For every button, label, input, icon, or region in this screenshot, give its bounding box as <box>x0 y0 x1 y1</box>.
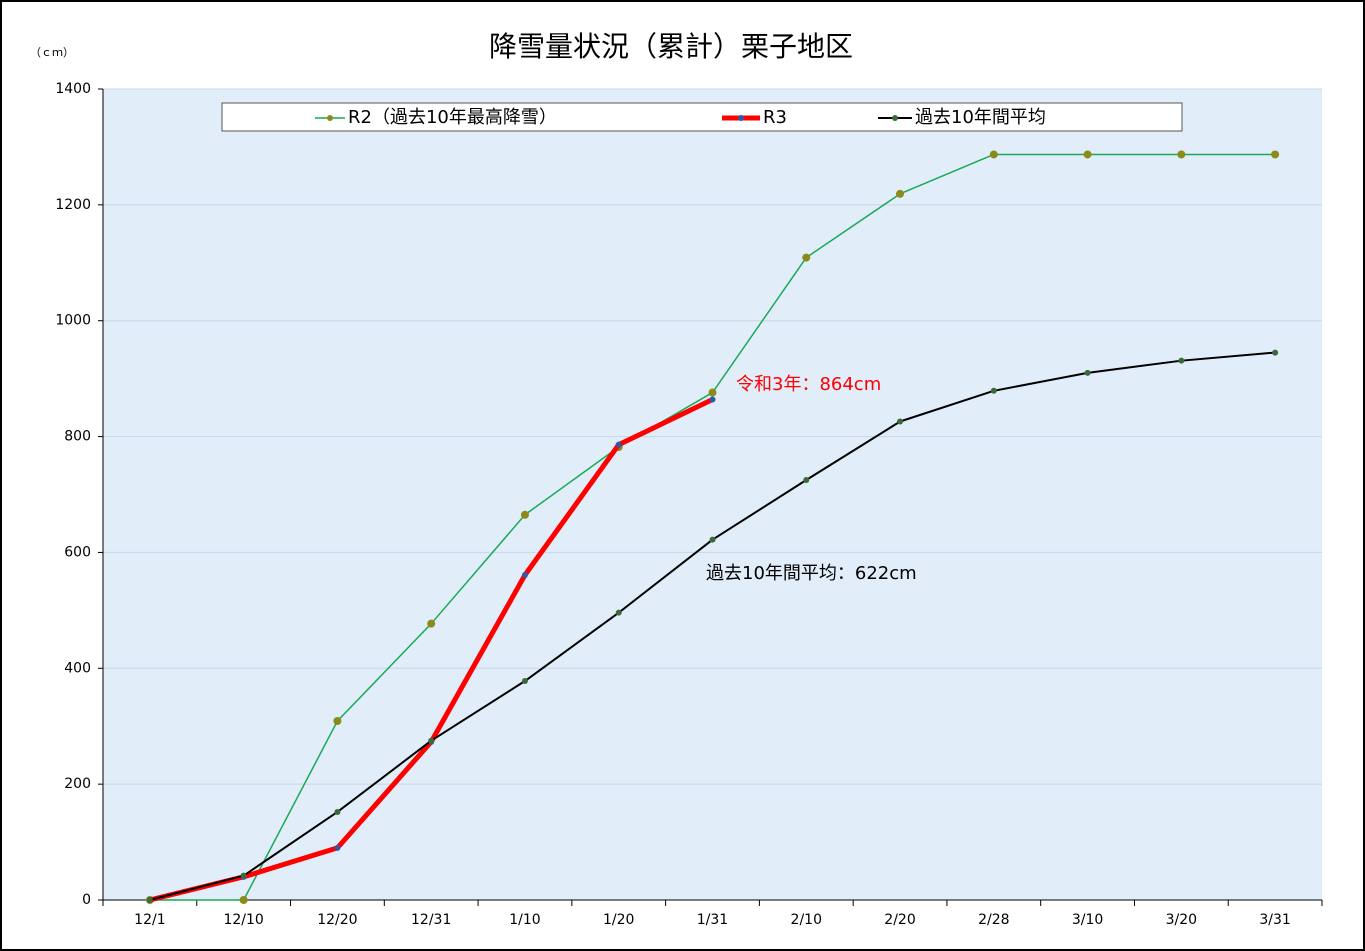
x-tick-label: 1/10 <box>509 912 540 928</box>
legend-label: 過去10年間平均 <box>915 107 1046 128</box>
x-tick-label: 12/31 <box>411 912 451 928</box>
annotation: 過去10年間平均：622cm <box>706 563 917 584</box>
y-tick-label: 600 <box>64 544 91 560</box>
point <box>428 737 435 744</box>
x-tick-label: 1/20 <box>603 912 634 928</box>
x-tick-label: 2/28 <box>978 912 1009 928</box>
point <box>146 897 153 903</box>
x-tick-label: 12/20 <box>317 912 357 928</box>
legend-label: R3 <box>763 107 787 128</box>
y-tick-label: 0 <box>82 892 91 908</box>
point <box>990 387 997 394</box>
x-tick-label: 12/1 <box>134 912 165 928</box>
point <box>802 253 811 262</box>
legend-box <box>221 102 1183 132</box>
y-tick-label: 400 <box>64 660 91 676</box>
point <box>1177 150 1186 159</box>
x-tick-label: 2/10 <box>791 912 822 928</box>
x-tick-label: 12/10 <box>223 912 263 928</box>
point <box>989 150 998 159</box>
point <box>334 844 341 851</box>
point <box>1271 150 1280 159</box>
x-tick-label: 3/10 <box>1072 912 1103 928</box>
point <box>333 717 342 726</box>
y-tick-label: 1200 <box>55 197 91 213</box>
chart-title: 降雪量状況（累計）栗子地区 <box>489 30 853 63</box>
point <box>427 619 436 628</box>
legend-label: R2（過去10年最高降雪） <box>348 107 557 128</box>
point <box>334 808 341 815</box>
y-axis-unit: （ｃｍ） <box>30 46 74 59</box>
x-tick-label: 2/20 <box>884 912 915 928</box>
point <box>897 418 904 425</box>
y-tick-label: 800 <box>64 429 91 445</box>
y-tick-label: 1000 <box>55 313 91 329</box>
x-tick-label: 3/20 <box>1166 912 1197 928</box>
point <box>1083 150 1092 159</box>
point <box>240 872 247 879</box>
legend-marker <box>738 115 744 121</box>
y-tick-label: 200 <box>64 776 91 792</box>
x-tick-label: 1/31 <box>697 912 728 928</box>
point <box>521 572 528 579</box>
point <box>1272 349 1279 356</box>
point <box>1084 369 1091 376</box>
point <box>708 388 717 397</box>
point <box>615 441 622 448</box>
point <box>521 678 528 685</box>
point <box>709 536 716 543</box>
annotation: 令和3年：864cm <box>736 374 881 395</box>
legend-marker <box>327 115 333 121</box>
x-tick-label: 3/31 <box>1259 912 1290 928</box>
plot-area <box>103 89 1322 900</box>
legend-marker <box>892 115 898 121</box>
point <box>709 396 716 403</box>
legend: R2（過去10年最高降雪） R3 過去10年間平均 <box>221 102 1183 132</box>
point <box>615 609 622 616</box>
point <box>1178 357 1185 364</box>
point <box>896 189 905 198</box>
point <box>520 510 529 519</box>
point <box>239 896 248 904</box>
point <box>803 477 810 484</box>
y-tick-label: 1400 <box>55 81 91 97</box>
